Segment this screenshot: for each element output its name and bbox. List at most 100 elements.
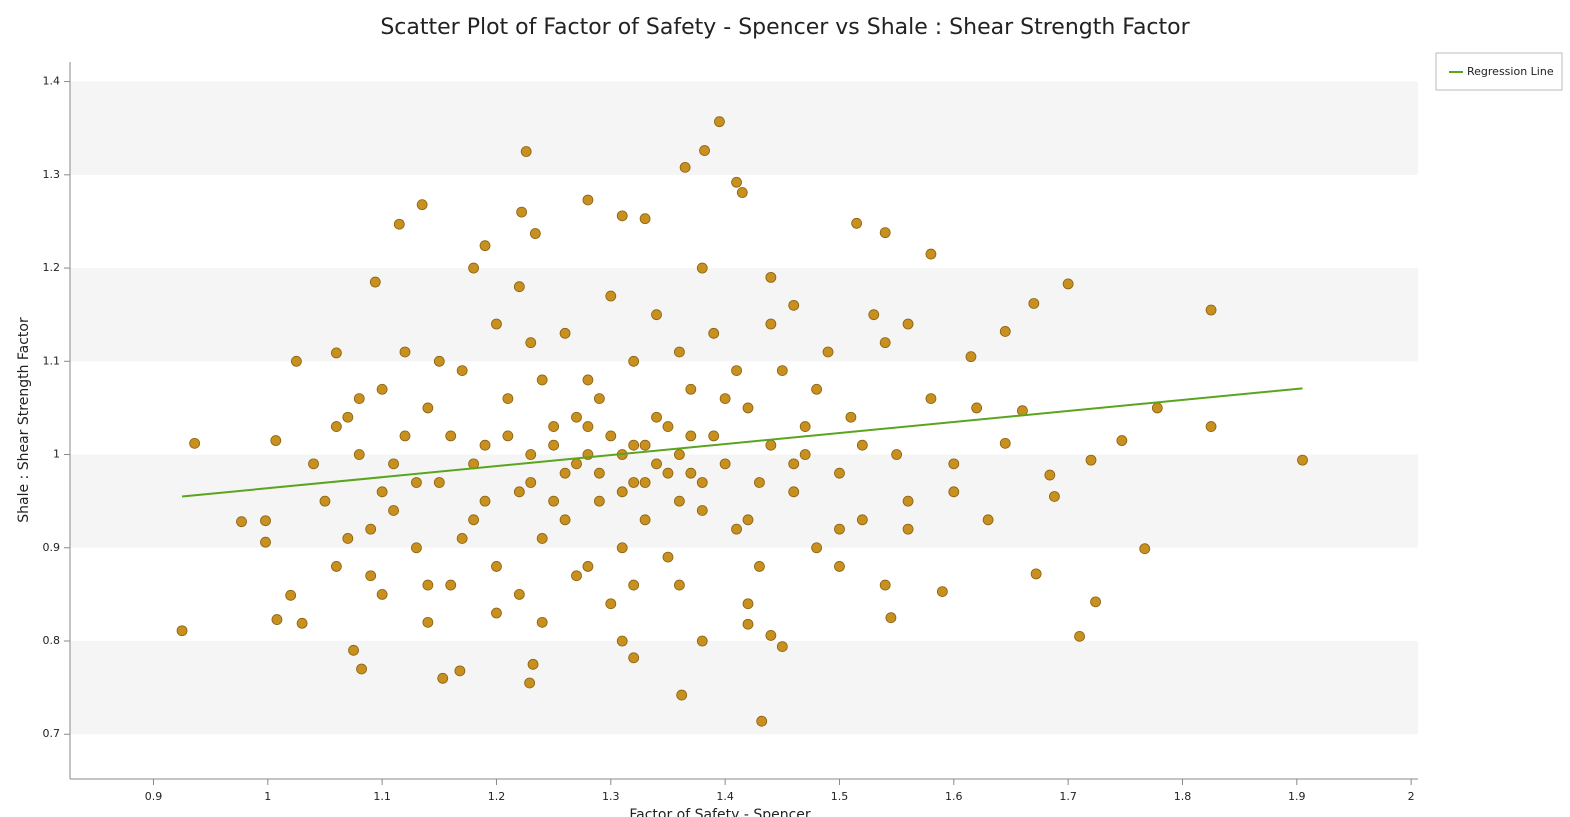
point — [856, 439, 868, 451]
point — [571, 411, 582, 423]
point — [582, 421, 594, 432]
point — [674, 346, 685, 358]
y-tick-label: 0.8 — [43, 634, 61, 647]
point — [639, 514, 651, 526]
point — [639, 477, 651, 488]
x-tick-label: 1.5 — [831, 790, 849, 803]
point — [902, 318, 914, 330]
point — [948, 458, 960, 470]
grid-band — [70, 641, 1418, 735]
point — [189, 437, 201, 449]
point — [454, 665, 466, 677]
point — [685, 383, 697, 395]
point — [834, 467, 845, 479]
point — [651, 411, 662, 423]
point — [639, 213, 651, 225]
point — [524, 677, 536, 689]
point — [674, 449, 685, 460]
point — [388, 458, 399, 470]
x-axis-label: Factor of Safety - Spencer — [629, 807, 811, 817]
point — [651, 458, 662, 470]
point — [845, 411, 857, 423]
point — [851, 217, 863, 229]
point — [925, 393, 937, 404]
point — [628, 477, 640, 488]
point — [559, 514, 571, 526]
point — [582, 561, 594, 572]
point — [731, 523, 742, 535]
point — [662, 421, 674, 432]
point — [674, 495, 685, 507]
point — [271, 614, 283, 625]
point — [330, 421, 342, 432]
y-tick-label: 1 — [53, 448, 60, 461]
point — [776, 641, 788, 653]
point — [330, 561, 342, 572]
point — [411, 477, 422, 488]
chart-title: Scatter Plot of Factor of Safety - Spenc… — [380, 15, 1190, 40]
point — [799, 421, 811, 432]
x-tick-label: 1 — [264, 790, 271, 803]
point — [593, 393, 605, 404]
point — [330, 347, 342, 359]
point — [433, 477, 445, 488]
point — [571, 458, 582, 470]
point — [699, 145, 710, 156]
point — [1205, 421, 1217, 432]
point — [422, 579, 434, 591]
point — [605, 430, 617, 442]
point — [437, 672, 449, 684]
point — [765, 271, 777, 283]
point — [548, 439, 560, 451]
point — [319, 495, 331, 507]
point — [1044, 469, 1056, 481]
y-tick-label: 1.4 — [43, 75, 61, 88]
point — [754, 477, 765, 488]
point — [548, 495, 560, 507]
point — [308, 458, 319, 470]
point — [754, 561, 765, 572]
point — [285, 589, 297, 601]
x-tick-label: 1.2 — [488, 790, 506, 803]
point — [176, 625, 188, 637]
point — [593, 495, 605, 507]
point — [685, 467, 697, 479]
grid-band — [70, 268, 1418, 362]
point — [529, 228, 541, 239]
point — [559, 467, 571, 479]
point — [1085, 454, 1097, 466]
point — [369, 276, 381, 288]
point — [879, 579, 891, 591]
point — [445, 579, 457, 591]
x-tick-label: 0.9 — [145, 790, 163, 803]
point — [260, 515, 271, 527]
point — [616, 486, 628, 498]
point — [925, 248, 937, 260]
point — [999, 326, 1011, 337]
legend-label: Regression Line — [1467, 65, 1554, 78]
point — [1205, 304, 1217, 316]
point — [811, 383, 823, 395]
point — [742, 514, 754, 526]
point — [676, 689, 688, 701]
point — [342, 411, 354, 423]
point — [788, 458, 800, 470]
point — [582, 194, 594, 206]
point — [513, 486, 525, 498]
regression-line — [181, 387, 1303, 498]
point — [651, 309, 662, 321]
point — [388, 505, 399, 516]
point — [948, 486, 960, 498]
point — [885, 612, 897, 624]
point — [902, 495, 914, 507]
point — [433, 355, 445, 367]
point — [536, 374, 548, 386]
point — [582, 374, 594, 386]
point — [719, 458, 731, 470]
point — [356, 663, 367, 675]
point — [616, 635, 628, 647]
point — [365, 523, 377, 535]
x-tick-label: 1.4 — [716, 790, 734, 803]
point — [999, 437, 1011, 449]
